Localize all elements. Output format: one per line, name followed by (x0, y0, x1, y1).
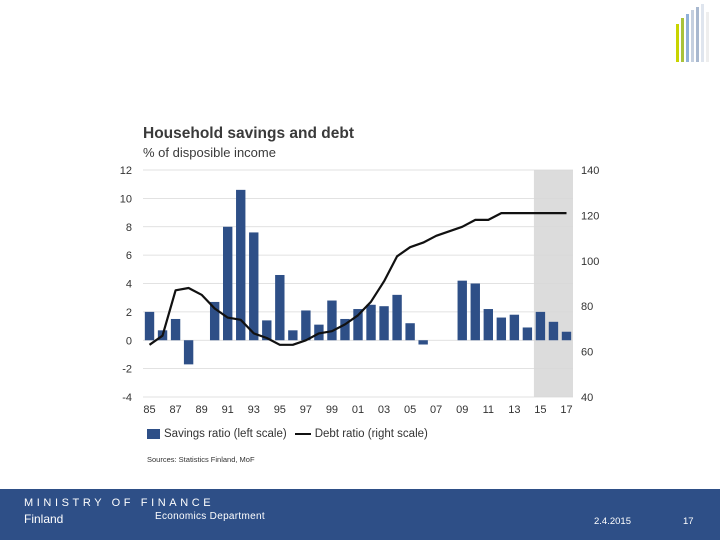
savings-bar (496, 317, 507, 341)
ministry-country: Finland (24, 512, 64, 526)
left-tick-label: -2 (122, 364, 132, 376)
savings-bar (262, 320, 272, 341)
savings-bar (483, 309, 493, 341)
x-tick-label: 89 (196, 404, 208, 416)
footer-bar: MINISTRY OF FINANCE Finland Economics De… (0, 489, 720, 540)
left-tick-label: 8 (126, 222, 132, 234)
savings-bar (561, 331, 572, 341)
x-tick-label: 09 (456, 404, 468, 416)
chart-source-note: Sources: Statistics Finland, MoF (147, 455, 255, 464)
right-tick-label: 80 (581, 301, 593, 313)
slide-date: 2.4.2015 (594, 516, 631, 527)
debt-ratio-line (148, 211, 567, 346)
savings-bar (209, 301, 220, 341)
x-tick-label: 15 (534, 404, 546, 416)
savings-bar (340, 318, 350, 341)
savings-bar (170, 318, 181, 341)
x-tick-label: 85 (143, 404, 155, 416)
x-tick-label: 07 (430, 404, 442, 416)
savings-bar (327, 300, 337, 341)
savings-bar (183, 340, 194, 365)
savings-bar (275, 274, 285, 341)
left-tick-label: 6 (126, 250, 132, 262)
savings-bar (418, 340, 428, 345)
savings-bar (288, 330, 298, 341)
ministry-logo-icon (676, 4, 709, 62)
right-tick-label: 120 (581, 210, 599, 222)
left-tick-label: 2 (126, 307, 132, 319)
right-tick-label: 140 (581, 165, 599, 177)
savings-bar (223, 226, 233, 341)
right-tick-label: 100 (581, 256, 599, 268)
x-tick-label: 05 (404, 404, 416, 416)
left-tick-label: 4 (126, 279, 132, 291)
savings-bar (470, 283, 480, 341)
savings-bar (379, 306, 389, 341)
left-tick-label: 10 (120, 193, 132, 205)
legend-debt-label: Debt ratio (right scale) (314, 428, 428, 440)
left-tick-label: 0 (126, 335, 132, 347)
x-tick-label: 87 (169, 404, 181, 416)
right-tick-label: 40 (581, 392, 593, 404)
left-tick-label: -4 (122, 392, 132, 404)
savings-bar (405, 323, 415, 341)
savings-bar (509, 314, 520, 341)
x-tick-label: 95 (274, 404, 286, 416)
left-tick-label: 12 (120, 165, 132, 177)
slide-number: 17 (683, 516, 694, 527)
right-tick-label: 60 (581, 347, 593, 359)
savings-bar (366, 304, 376, 341)
savings-bar (353, 309, 363, 341)
x-tick-label: 91 (222, 404, 234, 416)
ministry-name: MINISTRY OF FINANCE (24, 497, 215, 509)
legend-line-swatch (294, 433, 311, 435)
savings-bar (301, 310, 311, 341)
chart-title: Household savings and debt (143, 125, 354, 142)
x-tick-label: 03 (378, 404, 390, 416)
savings-bar (249, 232, 259, 341)
savings-debt-chart: 12 10 8 6 4 2 0 -2 -4 140 120 100 80 60 40 85 87 89 91 93 95… (120, 165, 600, 416)
savings-bar (144, 311, 155, 341)
legend-bar-swatch (147, 429, 160, 439)
x-tick-label: 97 (300, 404, 312, 416)
chart-legend: Savings ratio (left scale) Debt ratio (r… (147, 428, 428, 440)
legend-savings-label: Savings ratio (left scale) (164, 428, 287, 440)
department-name: Economics Department (155, 511, 265, 522)
savings-bar (457, 280, 467, 341)
x-tick-label: 11 (483, 404, 494, 416)
x-tick-label: 99 (326, 404, 338, 416)
savings-bar (236, 189, 246, 341)
x-tick-label: 13 (508, 404, 520, 416)
savings-bar (522, 327, 533, 341)
chart-subtitle: % of disposible income (143, 145, 276, 160)
savings-bar (548, 321, 559, 341)
x-tick-label: 17 (560, 404, 572, 416)
x-tick-label: 01 (352, 404, 364, 416)
savings-bar (535, 311, 546, 341)
x-tick-label: 93 (248, 404, 260, 416)
savings-bar (392, 294, 402, 341)
